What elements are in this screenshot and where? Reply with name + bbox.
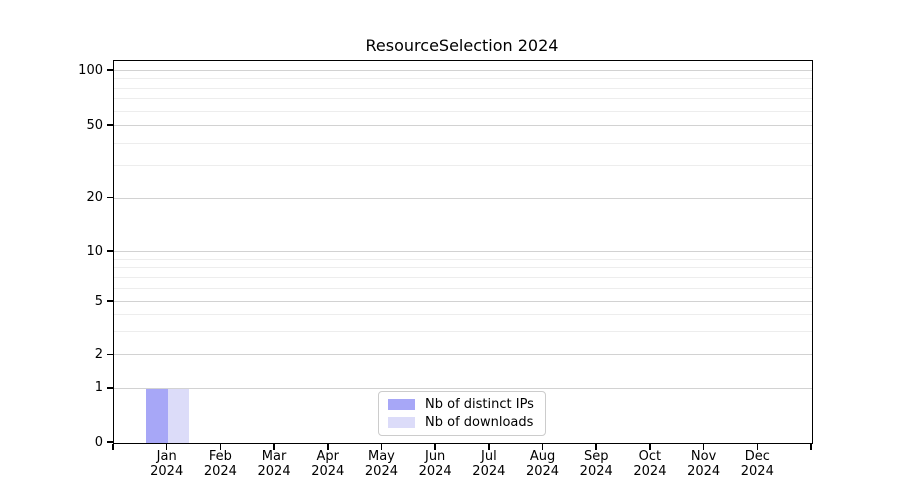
x-tick-label: Dec 2024 [727, 449, 787, 479]
legend-swatch-downloads [388, 417, 415, 428]
y-tick-label: 10 [43, 245, 103, 258]
y-axis-tick [107, 354, 113, 356]
y-gridline-major [114, 251, 812, 252]
y-tick-label: 2 [43, 348, 103, 361]
y-gridline-major [114, 354, 812, 355]
x-tick-label: Nov 2024 [674, 449, 734, 479]
plot-area [113, 60, 813, 444]
y-gridline-major [114, 301, 812, 302]
x-tick-label: Jun 2024 [405, 449, 465, 479]
y-gridline-minor [114, 143, 812, 144]
y-gridline-minor [114, 259, 812, 260]
y-gridline-minor [114, 78, 812, 79]
bar-distinct-ips [146, 389, 167, 443]
y-tick-label: 50 [43, 119, 103, 132]
legend-label-distinct-ips: Nb of distinct IPs [425, 398, 534, 412]
y-gridline-minor [114, 98, 812, 99]
y-gridline-major [114, 70, 812, 71]
legend-swatch-distinct-ips [388, 399, 415, 410]
y-gridline-minor [114, 165, 812, 166]
x-tick-label: Sep 2024 [566, 449, 626, 479]
y-axis-tick [107, 124, 113, 126]
y-axis-tick [107, 300, 113, 302]
y-gridline-minor [114, 111, 812, 112]
y-tick-label: 100 [43, 64, 103, 77]
x-tick-label: Aug 2024 [513, 449, 573, 479]
chart-title: ResourceSelection 2024 [113, 36, 811, 55]
y-gridline-major [114, 198, 812, 199]
x-tick-label: Mar 2024 [244, 449, 304, 479]
y-tick-label: 5 [43, 295, 103, 308]
x-axis-tick [112, 444, 114, 450]
x-tick-label: Jan 2024 [137, 449, 197, 479]
y-gridline-major [114, 388, 812, 389]
legend-label-downloads: Nb of downloads [425, 416, 533, 430]
y-gridline-minor [114, 314, 812, 315]
legend-entry-distinct-ips: Nb of distinct IPs [379, 398, 545, 412]
y-tick-label: 0 [43, 436, 103, 449]
y-gridline-minor [114, 88, 812, 89]
x-tick-label: Jul 2024 [459, 449, 519, 479]
y-axis-tick [107, 250, 113, 252]
x-axis-tick [810, 444, 812, 450]
x-tick-label: May 2024 [351, 449, 411, 479]
y-gridline-minor [114, 267, 812, 268]
x-tick-label: Feb 2024 [190, 449, 250, 479]
x-tick-label: Oct 2024 [620, 449, 680, 479]
x-tick-label: Apr 2024 [298, 449, 358, 479]
y-gridline-minor [114, 277, 812, 278]
y-gridline-minor [114, 288, 812, 289]
y-gridline-minor [114, 331, 812, 332]
y-gridline-major [114, 125, 812, 126]
y-axis-tick [107, 69, 113, 71]
legend: Nb of distinct IPs Nb of downloads [378, 391, 546, 436]
y-axis-tick [107, 197, 113, 199]
y-tick-label: 1 [43, 381, 103, 394]
chart-figure: ResourceSelection 2024 Nb of distinct IP… [0, 0, 900, 500]
legend-entry-downloads: Nb of downloads [379, 416, 545, 430]
y-axis-tick [107, 387, 113, 389]
bar-downloads [168, 389, 189, 443]
y-tick-label: 20 [43, 191, 103, 204]
